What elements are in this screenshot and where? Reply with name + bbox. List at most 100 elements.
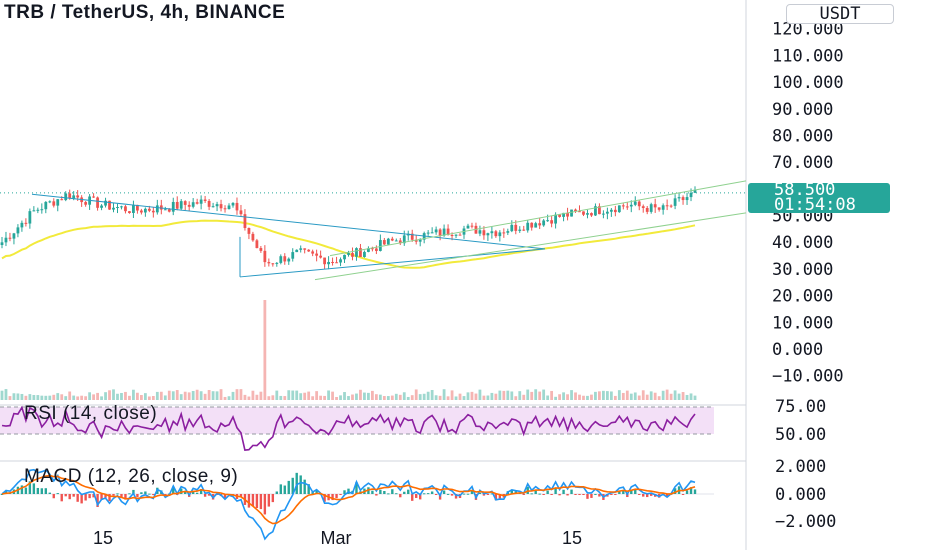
volume-bar	[80, 395, 84, 400]
volume-bar	[430, 390, 434, 400]
currency-unit-button[interactable]: USDT	[786, 4, 894, 24]
volume-bar	[566, 394, 569, 400]
candle-body	[534, 223, 538, 228]
volume-bar	[446, 396, 450, 400]
volume-bar	[653, 392, 657, 400]
volume-bar	[319, 395, 323, 400]
volume-bar	[263, 300, 267, 400]
price-tick-label: 40.000	[772, 233, 833, 253]
volume-bar	[0, 390, 4, 400]
candle-body	[594, 206, 597, 216]
macd-histogram-bar	[470, 490, 474, 494]
volume-bar	[546, 395, 550, 400]
time-axis[interactable]: 15 Mar 15	[93, 528, 582, 548]
macd-histogram-bar	[486, 494, 490, 495]
volume-bar	[637, 395, 641, 400]
macd-histogram-bar	[148, 493, 151, 495]
candle-body	[64, 193, 68, 201]
volume-bar	[478, 389, 482, 400]
candle-body	[44, 201, 48, 210]
candle-body	[669, 205, 673, 207]
volume-bar	[550, 390, 554, 400]
candle-body	[231, 202, 235, 206]
candle-body	[211, 206, 215, 208]
macd-histogram-bar	[434, 494, 438, 495]
volume-bar	[371, 390, 374, 400]
volume-bar	[355, 393, 358, 400]
candle-body	[677, 197, 681, 199]
macd-histogram-bar	[566, 494, 569, 496]
rsi-background-band	[0, 407, 714, 434]
macd-histogram-bar	[68, 494, 71, 500]
volume-bar	[279, 395, 283, 400]
volume-bar	[398, 394, 402, 400]
candle-body	[151, 210, 155, 213]
volume-bar	[474, 393, 478, 400]
candle-body	[637, 201, 641, 207]
volume-bar	[510, 391, 514, 400]
candle-body	[394, 240, 398, 242]
volume-bar	[12, 393, 16, 400]
volume-bar	[613, 395, 617, 400]
macd-histogram-bar	[124, 494, 127, 500]
macd-histogram-bar	[76, 494, 79, 502]
candle-body	[470, 225, 474, 227]
macd-histogram-bar	[478, 492, 482, 494]
volume-bar	[72, 395, 76, 400]
macd-histogram-bar	[144, 491, 147, 494]
volume-bar	[586, 395, 589, 400]
macd-histogram-bar	[646, 494, 649, 498]
time-tick-label: 15	[93, 528, 113, 548]
macd-histogram-bar	[152, 494, 155, 496]
macd-histogram-bar	[223, 494, 227, 499]
candle-body	[558, 214, 561, 217]
candle-body	[506, 231, 510, 233]
candle-body	[359, 248, 362, 257]
volume-bar	[602, 390, 605, 400]
macd-histogram-bar	[24, 487, 28, 494]
volume-bar	[239, 389, 243, 400]
candle-body	[570, 209, 573, 217]
volume-bar	[143, 393, 147, 400]
candle-body	[617, 205, 621, 213]
candle-body	[92, 196, 95, 198]
volume-bar	[167, 390, 171, 400]
macd-histogram-bar	[44, 488, 47, 494]
macd-histogram-bar	[550, 494, 553, 495]
macd-histogram-bar	[411, 494, 414, 501]
candle-body	[223, 208, 227, 210]
macd-histogram-bar	[494, 494, 498, 501]
candle-body	[661, 205, 665, 210]
candle-body	[446, 228, 450, 236]
candle-body	[502, 232, 506, 234]
macd-histogram-bar	[184, 490, 187, 494]
time-tick-label: 15	[562, 528, 582, 548]
time-tick-label: Mar	[321, 528, 352, 548]
volume-bar	[570, 390, 573, 400]
volume-bar	[490, 392, 494, 400]
macd-histogram-bar	[28, 481, 32, 494]
volume-bar	[48, 395, 52, 400]
candle-body	[602, 213, 605, 215]
candle-body	[482, 230, 486, 236]
candle-body	[586, 213, 589, 215]
macd-histogram-bar	[693, 489, 697, 494]
macd-histogram-bar	[391, 489, 394, 494]
candle-body	[319, 255, 323, 258]
bar-countdown: 01:54:08	[774, 195, 856, 215]
drawing-tools[interactable]	[31, 180, 747, 281]
rsi-label[interactable]: RSI (14, close)	[24, 403, 158, 424]
macd-label[interactable]: MACD (12, 26, close, 9)	[24, 466, 239, 487]
price-axis[interactable]: 120.000 110.000 100.000 90.000 80.000 70.000 5…	[0, 20, 844, 387]
volume-bar	[522, 394, 526, 400]
candle-body	[410, 233, 414, 240]
macd-histogram-bar	[610, 494, 613, 495]
volume-bar	[247, 396, 251, 400]
price-tick-label: −10.000	[772, 367, 844, 387]
volume-bar	[76, 396, 80, 400]
macd-histogram-bar	[116, 493, 119, 495]
candle-body	[374, 248, 378, 251]
volume-bar	[283, 396, 287, 400]
candle-body	[657, 207, 661, 210]
volume-bar	[506, 390, 510, 400]
